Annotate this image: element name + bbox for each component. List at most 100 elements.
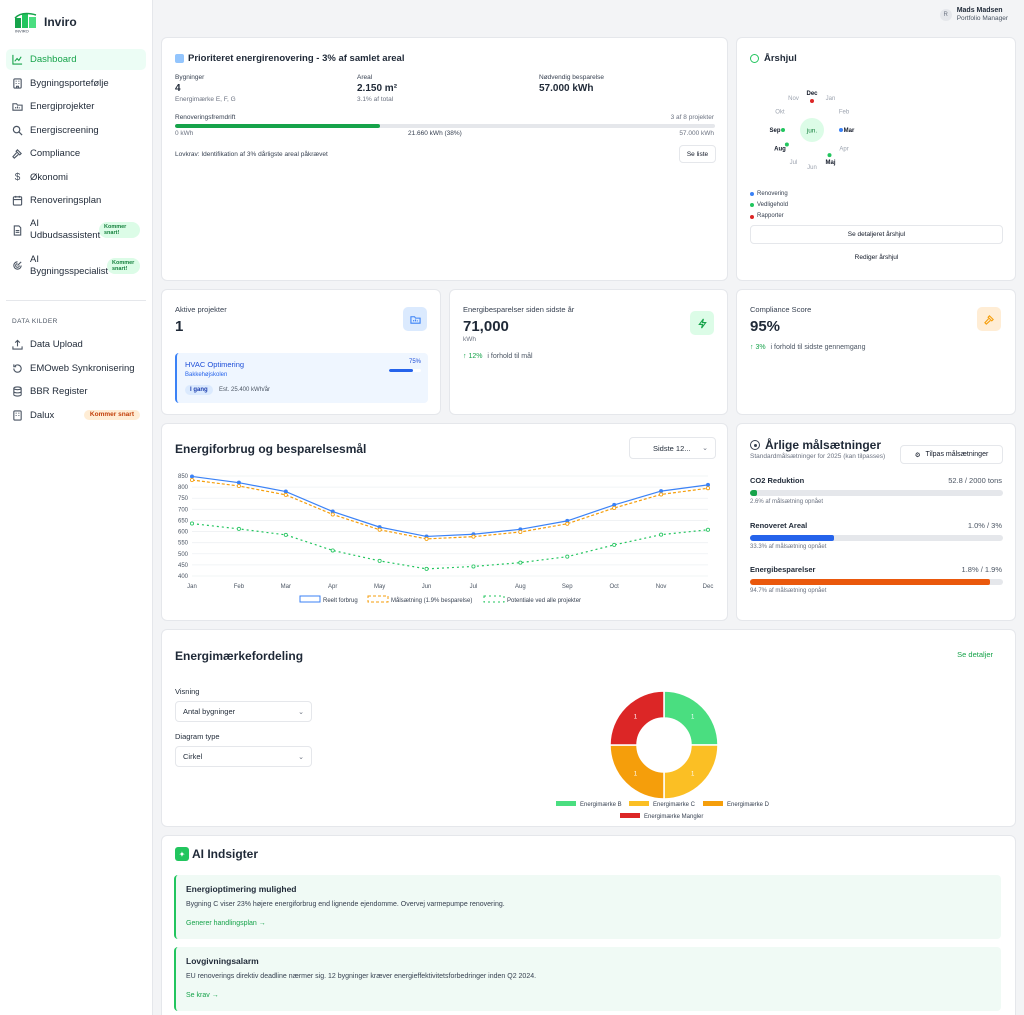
wheel-month-label: Feb [839,110,850,116]
gear-icon: ⚙ [914,451,921,459]
slice-label: 1 [691,714,695,720]
view-label: Visning [175,687,200,696]
building-icon [12,77,23,89]
wheel-month-label: Nov [788,96,799,102]
buildings-label: Bygninger [175,74,205,81]
year-wheel-card: Årshjul jun. Jan Feb Mar Apr Maj Jun Jul Aug Sep O… [736,37,1016,281]
data-point [283,492,288,497]
sidebar-item-dalux[interactable]: Dalux Kommer snart [6,405,146,426]
insight-item: Lovgivningsalarm EU renoverings direktiv… [174,947,1001,1011]
coming-soon-badge: Kommer snart! [99,222,140,238]
data-point [706,527,711,532]
document-icon [12,224,23,236]
sidebar-item-economy[interactable]: $ Økonomi [6,167,146,188]
sidebar-item-label: Økonomi [30,171,69,183]
sidebar-item-label: Data Upload [30,339,83,350]
change-text: i forhold til sidste gennemgang [770,344,866,351]
see-list-button[interactable]: Se liste [679,145,716,163]
area-value: 2.150 m² [357,83,398,94]
area-label: Areal [357,74,373,81]
user-menu[interactable]: R Mads Madsen Portfolio Manager [939,6,1008,23]
data-point [283,489,288,494]
legend-label: Energimærke B [580,802,622,808]
sidebar-item-screening[interactable]: Energiscreening [6,120,146,141]
chart-type-select[interactable]: Cirkel ⌄ [175,746,312,767]
legend-renovation: Renovering [750,189,788,200]
card-title: Årshjul [764,53,797,64]
series-line [191,475,709,538]
sidebar-item-bbr[interactable]: BBR Register [6,381,146,402]
donut-slice [609,690,665,746]
wheel-month-label: Jun [807,165,817,171]
x-tick-label: Oct [610,584,620,590]
sidebar-item-ai-tender[interactable]: AI Udbudsassistent Kommer snart! [6,214,146,247]
project-item[interactable]: HVAC Optimering Bakkehøjskolen 75% I gan… [175,353,428,403]
sidebar-item-ai-specialist[interactable]: AI Bygningsspecialist Kommer snart! [6,249,146,282]
sidebar-item-label: BBR Register [30,386,88,397]
logo[interactable]: INVIRO Inviro [14,11,77,34]
compliance-value: 95% [750,318,781,335]
insight-text: EU renoverings direktiv deadline nærmer … [186,973,537,980]
energy-savings-card: Energibesparelser siden sidste år 71,000… [449,289,728,415]
sidebar-item-compliance[interactable]: Compliance [6,143,146,164]
y-tick-label: 650 [178,518,189,524]
renovation-progress-bar [175,124,715,128]
edit-wheel-button[interactable]: Rediger årshjul [750,248,1003,267]
action-label: Se krav [186,992,210,999]
ai-icon: ✦ [175,847,189,861]
insight-action[interactable]: Se krav → [186,992,219,999]
building-icon [12,409,23,421]
legend-label: Målsætning (1.9% besparelse) [391,597,472,604]
progress-label: Renoveringsfremdrift [175,114,236,121]
see-details-link[interactable]: Se detaljer [957,650,993,659]
goal-note: 2.6% af målsætning opnået [750,499,824,505]
period-select[interactable]: Sidste 12... ⌄ [629,437,716,459]
sidebar-item-label: Dalux [30,409,55,421]
x-tick-label: Jan [187,584,197,590]
data-point [471,564,476,569]
chevron-down-icon: ⌄ [298,708,304,716]
card-title: Aktive projekter [175,305,227,314]
wheel-event-dot [784,142,789,147]
sidebar-item-dashboard[interactable]: Dashboard [6,49,146,70]
calendar-icon [12,195,23,206]
progress-count: 3 af 8 projekter [670,114,714,121]
energy-chart-card: Energiforbrug og besparelsesmål Sidste 1… [161,423,728,621]
insight-action[interactable]: Generer handlingsplan → [186,920,266,927]
status-badge: I gang [185,385,213,395]
target-center [753,443,757,447]
chevron-down-icon: ⌄ [702,445,708,452]
wheel-event-dot [781,128,785,132]
upload-icon [12,339,23,350]
legend-swatch [483,595,505,603]
insight-title: Lovgivningsalarm [186,956,259,966]
view-select[interactable]: Antal bygninger ⌄ [175,701,312,722]
year-wheel[interactable]: jun. Jan Feb Mar Apr Maj Jun Jul Aug Sep Okt Nov Dec [737,68,1017,198]
lock-icon [175,54,184,63]
legend-dot [750,214,754,219]
sidebar-item-renovation-plan[interactable]: Renoveringsplan [6,190,146,211]
x-tick-label: May [374,584,385,590]
customize-goals-button[interactable]: ⚙ Tilpas målsætninger [900,445,1003,464]
data-point [706,486,711,491]
energy-line-chart[interactable]: 850 800 750 700 650 600 550 500 450 400 Jan Feb Mar A… [162,424,729,622]
detailed-wheel-button[interactable]: Se detaljeret årshjul [750,225,1003,244]
search-icon [12,125,23,136]
sidebar-item-portfolio[interactable]: Bygningsportefølje [6,73,146,94]
sidebar-item-emoweb[interactable]: EMOweb Synkronisering [6,358,146,379]
legend-label: Reelt forbrug [323,598,358,604]
sidebar-item-data-upload[interactable]: Data Upload [6,334,146,355]
data-point [189,478,194,483]
sidebar-item-label: Renoveringsplan [30,195,102,206]
data-point [424,536,429,541]
project-estimate: Est. 25.400 kWh/år [219,387,271,393]
y-tick-label: 850 [178,474,189,480]
data-point [330,512,335,517]
card-title: Årlige målsætninger [765,438,882,452]
sidebar-item-energy-projects[interactable]: Energiprojekter [6,96,146,117]
legend-swatch [629,801,649,806]
refresh-icon [12,363,23,374]
main-nav: Dashboard Bygningsportefølje Energiproje… [6,49,146,285]
dollar-icon: $ [14,171,21,183]
